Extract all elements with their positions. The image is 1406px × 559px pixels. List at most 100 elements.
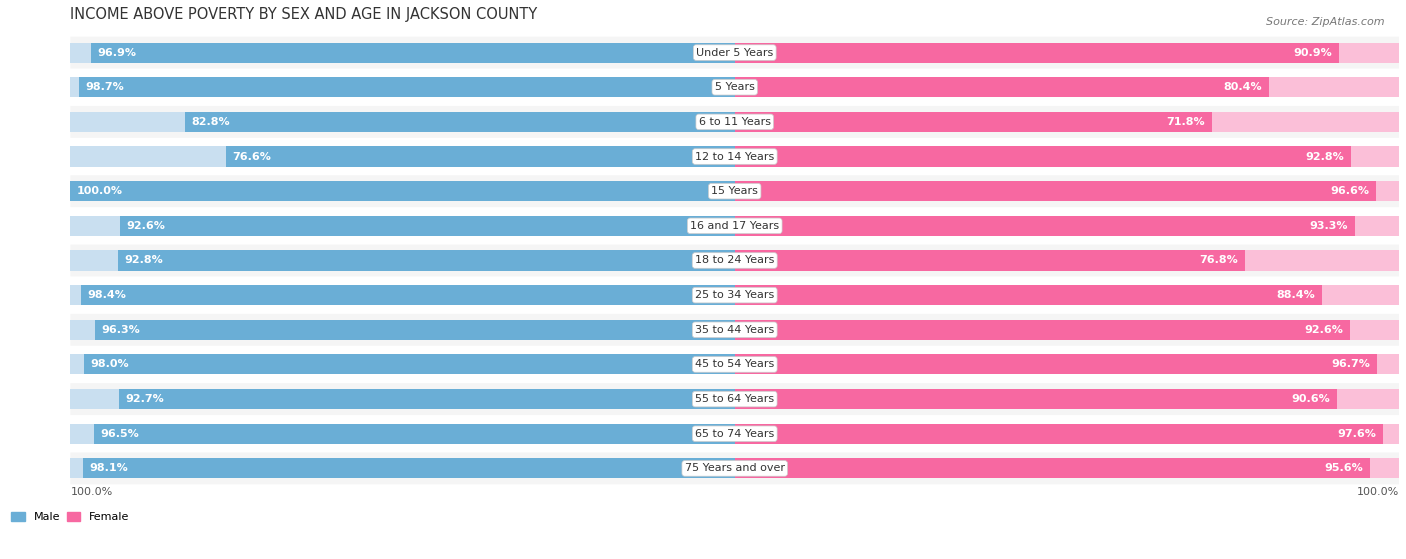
Text: 82.8%: 82.8%	[191, 117, 231, 127]
Text: 88.4%: 88.4%	[1277, 290, 1316, 300]
Text: 98.0%: 98.0%	[90, 359, 129, 369]
Text: 96.7%: 96.7%	[1331, 359, 1371, 369]
Bar	[91, 42, 735, 63]
Text: 100.0%: 100.0%	[70, 487, 112, 498]
Bar	[735, 389, 1337, 409]
Bar	[735, 42, 1339, 63]
Bar	[735, 146, 1351, 167]
Bar	[70, 181, 735, 201]
Bar	[735, 77, 1399, 97]
Text: 65 to 74 Years: 65 to 74 Years	[695, 429, 775, 439]
Bar	[184, 112, 735, 132]
FancyBboxPatch shape	[70, 106, 1399, 138]
Text: 71.8%: 71.8%	[1167, 117, 1205, 127]
Bar	[735, 424, 1399, 444]
Bar	[70, 250, 735, 271]
Text: 92.8%: 92.8%	[125, 255, 163, 266]
Bar	[96, 320, 735, 340]
Bar	[735, 424, 1384, 444]
Text: 16 and 17 Years: 16 and 17 Years	[690, 221, 779, 231]
Bar	[70, 320, 735, 340]
Bar	[735, 250, 1399, 271]
Text: 96.3%: 96.3%	[101, 325, 141, 335]
Bar	[84, 354, 735, 375]
Text: 93.3%: 93.3%	[1309, 221, 1348, 231]
Text: 98.4%: 98.4%	[87, 290, 127, 300]
Text: 92.8%: 92.8%	[1306, 151, 1344, 162]
Bar	[70, 216, 735, 236]
Bar	[94, 424, 735, 444]
Bar	[70, 285, 735, 305]
Bar	[70, 42, 735, 63]
Text: 90.9%: 90.9%	[1294, 48, 1331, 58]
Text: 96.5%: 96.5%	[100, 429, 139, 439]
Text: 90.6%: 90.6%	[1291, 394, 1330, 404]
Bar	[120, 216, 735, 236]
Bar	[120, 389, 735, 409]
Text: 92.7%: 92.7%	[125, 394, 165, 404]
Text: 100.0%: 100.0%	[77, 186, 124, 196]
Text: 55 to 64 Years: 55 to 64 Years	[695, 394, 775, 404]
Bar	[735, 216, 1354, 236]
Text: 80.4%: 80.4%	[1223, 82, 1263, 92]
FancyBboxPatch shape	[70, 348, 1399, 380]
Text: Source: ZipAtlas.com: Source: ZipAtlas.com	[1267, 17, 1385, 27]
Bar	[735, 320, 1399, 340]
Bar	[735, 285, 1399, 305]
Bar	[70, 458, 735, 479]
Bar	[735, 285, 1322, 305]
Text: 98.7%: 98.7%	[86, 82, 124, 92]
Text: 97.6%: 97.6%	[1337, 429, 1376, 439]
Text: 18 to 24 Years: 18 to 24 Years	[695, 255, 775, 266]
FancyBboxPatch shape	[70, 383, 1399, 415]
Bar	[735, 320, 1350, 340]
Bar	[118, 250, 735, 271]
Text: 76.6%: 76.6%	[232, 151, 271, 162]
Text: INCOME ABOVE POVERTY BY SEX AND AGE IN JACKSON COUNTY: INCOME ABOVE POVERTY BY SEX AND AGE IN J…	[70, 7, 537, 22]
Bar	[70, 354, 735, 375]
FancyBboxPatch shape	[70, 175, 1399, 207]
Bar	[735, 458, 1399, 479]
Bar	[735, 42, 1399, 63]
Text: 35 to 44 Years: 35 to 44 Years	[695, 325, 775, 335]
Text: 45 to 54 Years: 45 to 54 Years	[695, 359, 775, 369]
Text: 98.1%: 98.1%	[90, 463, 128, 473]
Bar	[735, 458, 1369, 479]
FancyBboxPatch shape	[70, 244, 1399, 277]
Text: 15 Years: 15 Years	[711, 186, 758, 196]
Bar	[735, 216, 1399, 236]
Bar	[79, 77, 735, 97]
Bar	[70, 389, 735, 409]
Text: Under 5 Years: Under 5 Years	[696, 48, 773, 58]
Bar	[70, 146, 735, 167]
Bar	[735, 389, 1399, 409]
FancyBboxPatch shape	[70, 37, 1399, 69]
Bar	[735, 181, 1399, 201]
Bar	[83, 458, 735, 479]
Bar	[735, 112, 1212, 132]
Text: 76.8%: 76.8%	[1199, 255, 1239, 266]
FancyBboxPatch shape	[70, 418, 1399, 449]
Bar	[70, 77, 735, 97]
Bar	[226, 146, 735, 167]
Bar	[735, 354, 1376, 375]
Bar	[735, 354, 1399, 375]
Text: 92.6%: 92.6%	[1305, 325, 1343, 335]
Bar	[70, 181, 735, 201]
FancyBboxPatch shape	[70, 141, 1399, 173]
Bar	[70, 424, 735, 444]
Text: 12 to 14 Years: 12 to 14 Years	[695, 151, 775, 162]
FancyBboxPatch shape	[70, 314, 1399, 345]
FancyBboxPatch shape	[70, 452, 1399, 484]
Text: 25 to 34 Years: 25 to 34 Years	[695, 290, 775, 300]
Text: 6 to 11 Years: 6 to 11 Years	[699, 117, 770, 127]
FancyBboxPatch shape	[70, 210, 1399, 242]
Bar	[735, 146, 1399, 167]
Bar	[735, 181, 1376, 201]
Text: 95.6%: 95.6%	[1324, 463, 1364, 473]
Text: 92.6%: 92.6%	[127, 221, 165, 231]
FancyBboxPatch shape	[70, 72, 1399, 103]
Text: 75 Years and over: 75 Years and over	[685, 463, 785, 473]
Bar	[82, 285, 735, 305]
Bar	[70, 112, 735, 132]
